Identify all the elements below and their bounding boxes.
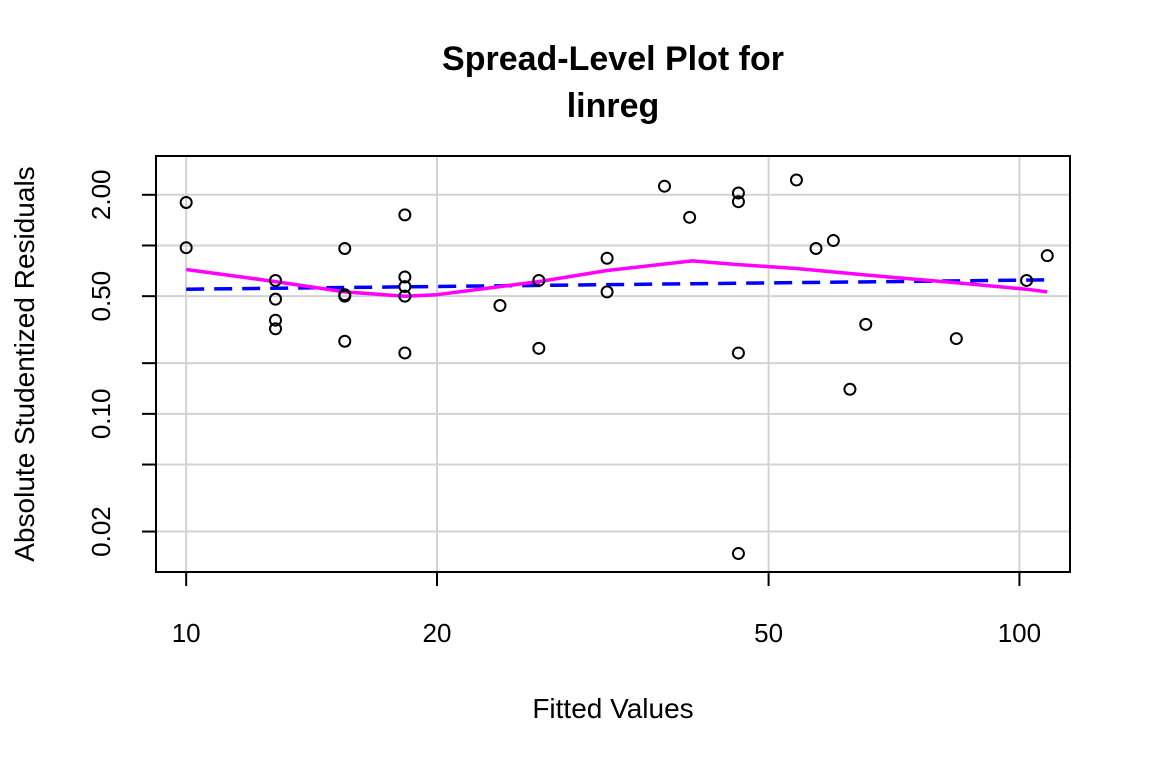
linear-fit-line (186, 278, 1048, 291)
data-point (398, 208, 412, 222)
data-point (731, 195, 745, 209)
x-tick-label-0: 10 (172, 618, 201, 648)
smooth-fit-line (185, 259, 1048, 298)
x-tick-label-3: 100 (998, 618, 1041, 648)
data-point (789, 173, 803, 187)
data-point (1020, 273, 1034, 287)
data-point (398, 280, 412, 294)
y-tick-label-6: 0.02 (86, 506, 116, 557)
y-tick-label-2: 0.50 (86, 271, 116, 322)
chart-title-line-1: Spread-Level Plot for (442, 40, 784, 78)
data-point (398, 346, 412, 360)
data-point (731, 346, 745, 360)
grid-layer (156, 156, 1070, 572)
series-layer (185, 259, 1048, 298)
data-point (338, 241, 352, 255)
data-point (493, 299, 507, 313)
data-point (269, 322, 283, 336)
x-axis-label: Fitted Values (532, 693, 693, 724)
data-point (398, 289, 412, 303)
x-tick-label-1: 20 (423, 618, 452, 648)
chart-title-line-2: linreg (567, 87, 660, 125)
data-point (843, 382, 857, 396)
data-point (532, 341, 546, 355)
data-point (949, 332, 963, 346)
data-point (532, 273, 546, 287)
data-point (600, 251, 614, 265)
y-tick-label-0: 2.00 (86, 169, 116, 220)
data-point (179, 196, 193, 210)
y-axis: 2.00 0.50 0.10 0.02 (86, 169, 157, 557)
x-axis: 10 20 50 100 (172, 571, 1041, 648)
data-point (179, 241, 193, 255)
data-point (826, 234, 840, 248)
data-point (809, 241, 823, 255)
data-point (338, 334, 352, 348)
x-tick-label-2: 50 (754, 618, 783, 648)
data-point (600, 285, 614, 299)
data-point (657, 179, 671, 193)
data-point (859, 317, 873, 331)
data-point (1040, 249, 1054, 263)
data-point (269, 292, 283, 306)
data-point (731, 186, 745, 200)
y-axis-label: Absolute Studentized Residuals (9, 166, 40, 561)
data-point (338, 289, 352, 303)
data-point (731, 547, 745, 561)
points-layer (179, 173, 1054, 561)
data-point (683, 210, 697, 224)
data-point (269, 313, 283, 327)
y-tick-label-4: 0.10 (86, 389, 116, 440)
data-point (269, 273, 283, 287)
data-point (398, 270, 412, 284)
